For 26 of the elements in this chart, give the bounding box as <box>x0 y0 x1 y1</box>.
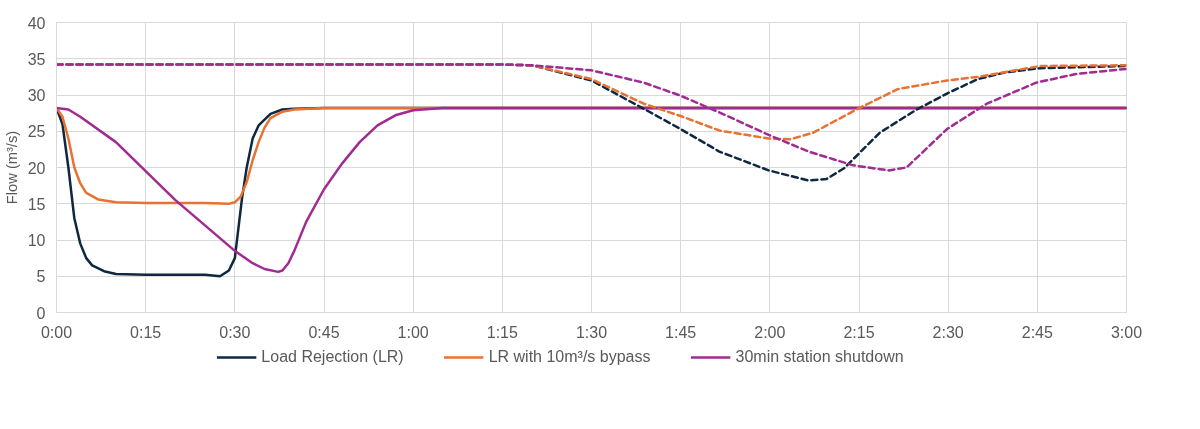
x-tick-label: 2:30 <box>932 323 964 341</box>
y-tick-label: 15 <box>27 195 46 213</box>
y-tick-label: 30 <box>27 87 46 104</box>
y-tick-label: 0 <box>36 304 46 322</box>
x-tick-label: 3:00 <box>1110 323 1143 341</box>
y-tick-label: 40 <box>27 14 46 32</box>
y-axis-title: Flow (m³/s) <box>3 130 20 205</box>
x-tick-label: 2:00 <box>754 323 786 341</box>
x-tick-label: 0:15 <box>130 323 162 341</box>
x-tick-label: 2:15 <box>843 323 875 341</box>
y-tick-label: 10 <box>27 232 46 249</box>
x-tick-label: 1:30 <box>575 323 608 341</box>
y-tick-label: 5 <box>36 268 46 286</box>
x-tick-label: 0:30 <box>219 323 251 341</box>
x-tick-label: 1:15 <box>486 323 519 341</box>
x-tick-label: 2:45 <box>1021 323 1054 341</box>
x-tick-label: 0:45 <box>308 323 340 341</box>
x-tick-label: 1:00 <box>397 323 429 341</box>
x-tick-label: 1:45 <box>665 323 697 341</box>
y-tick-label: 25 <box>27 123 46 141</box>
legend-label: Load Rejection (LR) <box>261 348 404 366</box>
y-tick-label: 35 <box>27 50 46 68</box>
x-tick-label: 0:00 <box>40 323 73 341</box>
legend-label: LR with 10m³/s bypass <box>488 348 651 366</box>
legend-label: 30min station shutdown <box>735 348 904 366</box>
y-tick-label: 20 <box>27 159 46 177</box>
